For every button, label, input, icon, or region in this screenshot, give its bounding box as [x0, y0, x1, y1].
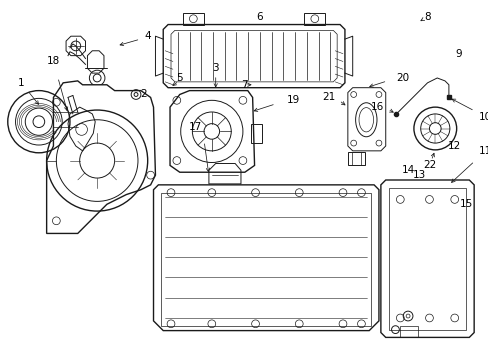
Text: 21: 21 [321, 93, 335, 102]
Text: 3: 3 [212, 63, 219, 73]
Text: 7: 7 [241, 80, 247, 90]
Bar [183, 13, 203, 24]
Text: 9: 9 [454, 49, 461, 59]
Text: 2: 2 [140, 90, 147, 99]
Text: 17: 17 [188, 122, 202, 131]
Polygon shape [170, 91, 254, 172]
Text: 15: 15 [459, 199, 472, 209]
Text: 1: 1 [18, 78, 24, 88]
Text: 22: 22 [422, 161, 435, 170]
Text: 4: 4 [143, 31, 150, 41]
Bar [161, 193, 370, 326]
Text: 11: 11 [478, 146, 488, 156]
Text: 10: 10 [478, 112, 488, 122]
Text: 6: 6 [256, 12, 262, 22]
Bar [347, 152, 365, 166]
Text: 13: 13 [412, 170, 426, 180]
Bar [250, 123, 262, 143]
Text: 18: 18 [47, 57, 60, 67]
Polygon shape [153, 185, 378, 330]
Polygon shape [46, 81, 155, 233]
Bar [304, 13, 325, 24]
Text: 5: 5 [176, 73, 183, 83]
Text: 14: 14 [401, 165, 414, 175]
Text: 19: 19 [286, 95, 299, 105]
Text: 16: 16 [370, 102, 383, 112]
Bar [388, 188, 466, 330]
Text: 20: 20 [396, 73, 409, 83]
Polygon shape [380, 180, 473, 337]
Text: 12: 12 [447, 141, 460, 151]
Text: 8: 8 [423, 12, 430, 22]
